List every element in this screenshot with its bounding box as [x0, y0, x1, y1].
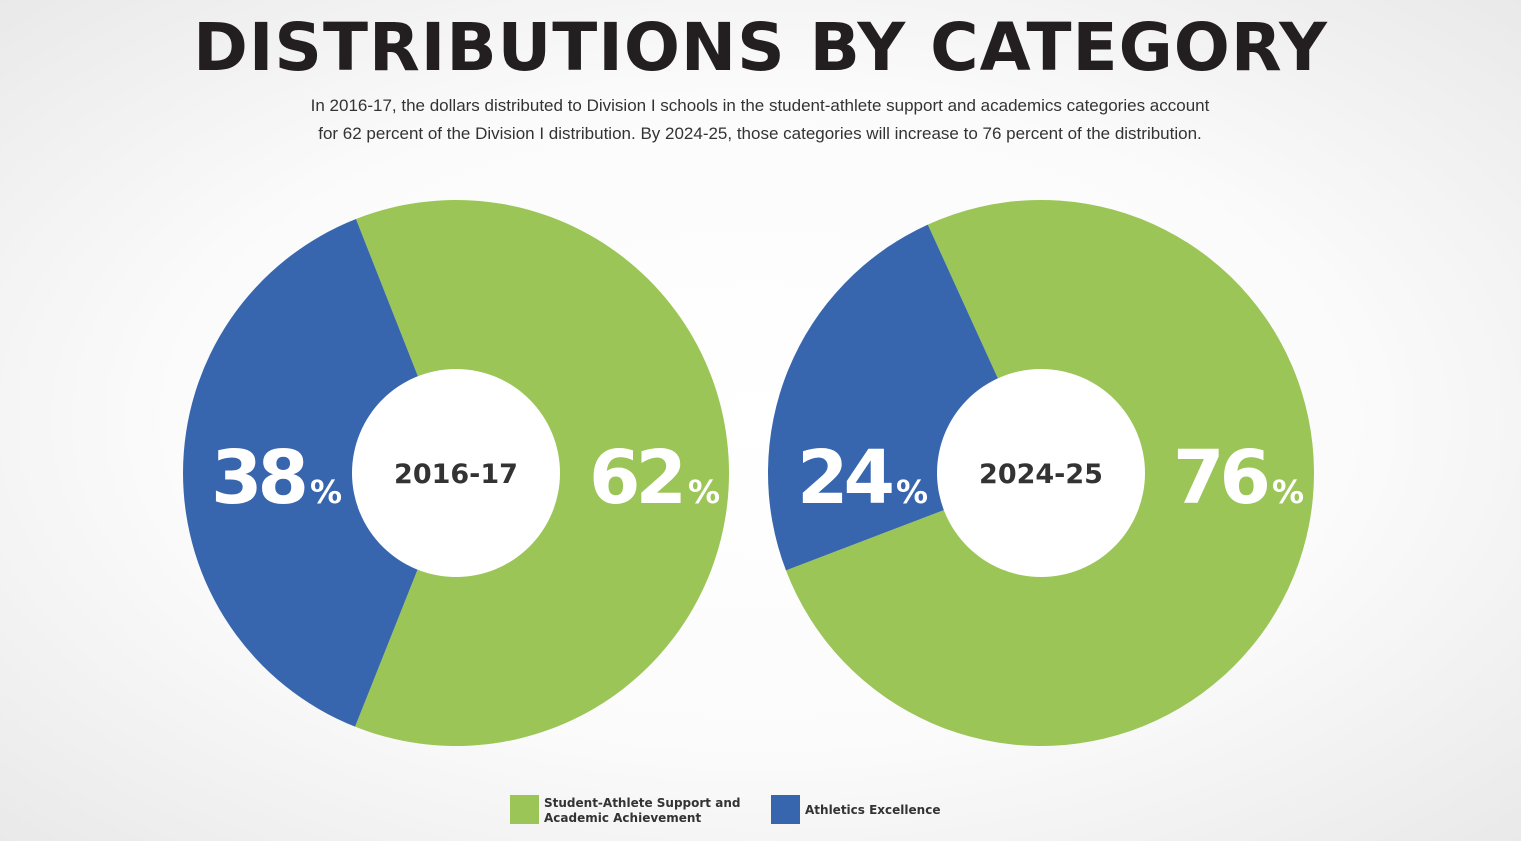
legend-label-athletics-excellence: Athletics Excellence	[805, 803, 940, 817]
legend-swatch-student-athlete	[510, 795, 539, 824]
pie-chart-2024-25: 2024-25 76 %24%	[767, 200, 1314, 747]
pie-slice-athletics-excellence	[183, 219, 456, 727]
legend-swatch-athletics-excellence	[771, 795, 800, 824]
page-title: DISTRIBUTIONS BY CATEGORY	[193, 9, 1328, 86]
pie-chart-2016-17: 2016-17 62 %38%	[183, 200, 730, 747]
legend-label-student-athlete-line2: Academic Achievement	[544, 811, 701, 825]
page-subtitle: In 2016-17, the dollars distributed to D…	[210, 92, 1310, 148]
pie-center-label: 2016-17	[394, 459, 518, 490]
pie-center-hole	[352, 369, 560, 577]
legend: Student-Athlete Support and Academic Ach…	[510, 795, 940, 825]
pie-center-hole	[937, 369, 1145, 577]
subtitle-line-1: In 2016-17, the dollars distributed to D…	[310, 96, 1210, 115]
pie-center-label: 2024-25	[979, 459, 1103, 490]
subtitle-line-2: for 62 percent of the Division I distrib…	[318, 124, 1202, 143]
legend-label-student-athlete-line1: Student-Athlete Support and	[544, 796, 740, 810]
